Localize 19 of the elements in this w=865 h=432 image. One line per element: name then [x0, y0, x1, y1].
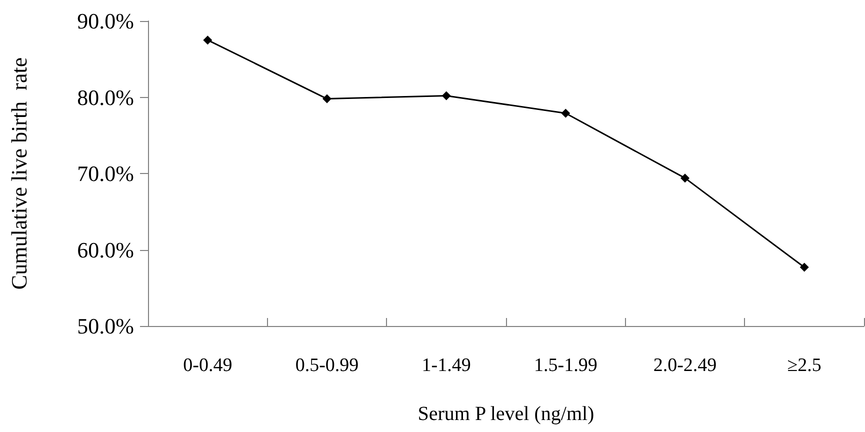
- point: [203, 36, 212, 45]
- point: [800, 262, 809, 272]
- x-axis-title: Serum P level (ng/ml): [418, 403, 594, 425]
- x-tick-label: 0.5-0.99: [295, 355, 359, 376]
- point: [322, 94, 332, 104]
- y-tick-label: 60.0%: [77, 237, 134, 262]
- x-tick-label: 1-1.49: [422, 355, 471, 376]
- point: [561, 108, 570, 118]
- x-tick-label: 2.0-2.49: [653, 355, 717, 376]
- x-tick-label: ≥2.5: [787, 355, 822, 376]
- y-tick-label: 80.0%: [77, 84, 134, 110]
- point: [442, 91, 451, 100]
- y-tick-label: 70.0%: [77, 161, 134, 186]
- x-tick-label: 0-0.49: [183, 355, 232, 376]
- point: [680, 174, 690, 183]
- y-tick-label: 90.0%: [77, 8, 134, 34]
- y-tick-label: 50.0%: [77, 314, 134, 338]
- x-tick-label: 1.5-1.99: [534, 355, 598, 376]
- y-axis-title: Cumulative live birth rate: [6, 57, 32, 290]
